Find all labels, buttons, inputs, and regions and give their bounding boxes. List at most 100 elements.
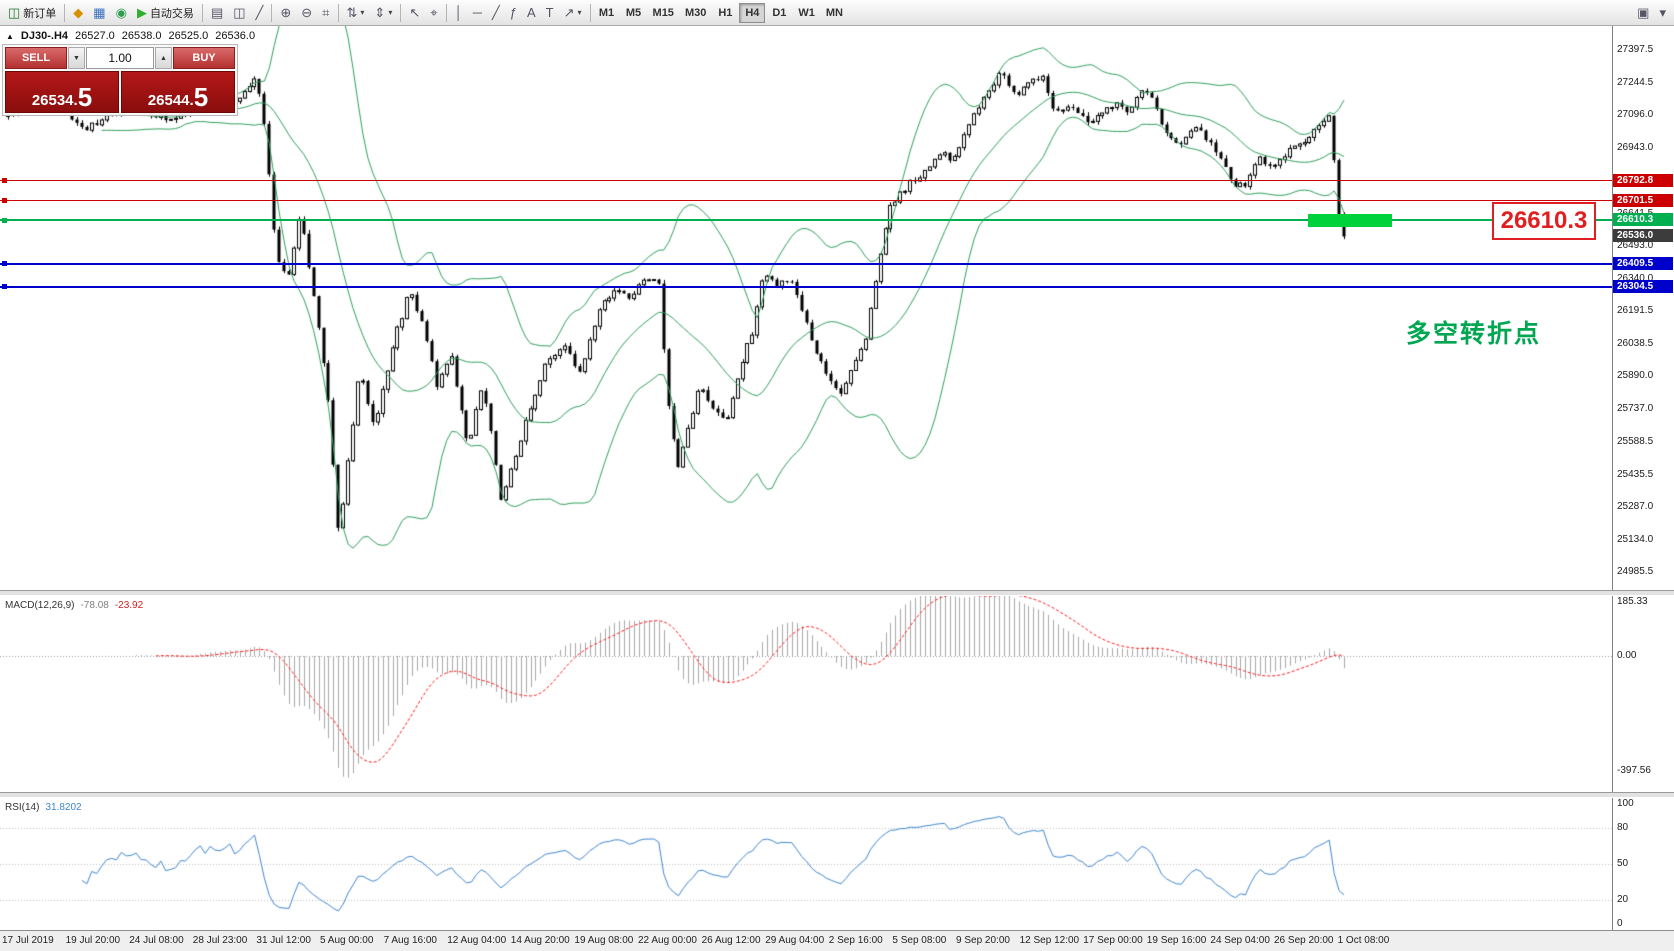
- breakout-highlight-bar[interactable]: [1308, 214, 1392, 227]
- horizontal-line-26304.5[interactable]: [0, 285, 1612, 288]
- horizontal-line-26701.5[interactable]: [0, 200, 1612, 202]
- horizontal-line-26409.5[interactable]: [0, 262, 1612, 265]
- timeframe-w1[interactable]: W1: [793, 3, 820, 23]
- timeframe-m15[interactable]: M15: [648, 3, 679, 23]
- price-axis-label: 27397.5: [1617, 44, 1654, 55]
- macd-title: MACD(12,26,9) -78.08 -23.92: [5, 600, 143, 611]
- crosshair-icon-glyph: ⌖: [430, 5, 438, 20]
- panel-separator[interactable]: [0, 792, 1674, 798]
- horizontal-line-26792.8[interactable]: [0, 180, 1612, 182]
- vertical-line-icon[interactable]: │: [450, 2, 468, 24]
- rsi-scale-label: 100: [1617, 798, 1634, 809]
- caret-down-icon: ▾: [577, 8, 582, 17]
- zoom-out-icon-glyph: ⊖: [301, 5, 313, 20]
- vertical-line-icon-glyph: │: [454, 5, 463, 20]
- sell-price-button[interactable]: 26534. 5: [5, 71, 119, 113]
- navigator-icon[interactable]: ◉: [111, 2, 132, 24]
- timeframe-h4[interactable]: H4: [739, 2, 766, 23]
- caret-down-icon: ▾: [388, 8, 393, 17]
- sell-price: 26534.: [31, 92, 78, 109]
- cursor-icon[interactable]: ↖: [404, 2, 425, 24]
- time-axis-label: 22 Aug 00:00: [638, 935, 697, 946]
- time-axis-label: 26 Sep 20:00: [1274, 935, 1334, 946]
- text-tool-icon[interactable]: A: [522, 2, 541, 24]
- auto-trading-button[interactable]: ▶ 自动交易: [132, 2, 199, 24]
- timeframe-m30[interactable]: M30: [680, 3, 711, 23]
- macd-indicator-canvas[interactable]: [0, 596, 1612, 792]
- timeframe-mn[interactable]: MN: [821, 3, 848, 23]
- line-anchor-marker[interactable]: [2, 198, 7, 204]
- toolbar-right-group: ▣ ▾: [1632, 2, 1671, 24]
- volume-increase-button[interactable]: ▲: [155, 47, 172, 69]
- price-tag-26409.5: 26409.5: [1613, 256, 1673, 270]
- market-watch-icon[interactable]: ▦: [88, 2, 110, 24]
- time-axis-label: 24 Sep 04:00: [1210, 935, 1270, 946]
- new-order-button-label: 新订单: [23, 7, 57, 20]
- collapse-triangle-icon[interactable]: ▲: [6, 31, 14, 41]
- line-anchor-marker[interactable]: [2, 284, 7, 290]
- line-chart-icon[interactable]: ╱: [251, 2, 269, 24]
- time-axis-label: 24 Jul 08:00: [129, 935, 184, 946]
- price-axis-label: 26493.0: [1617, 239, 1654, 251]
- fibonacci-icon-glyph: ƒ: [509, 5, 517, 20]
- toolbar-more-icon[interactable]: ▾: [1654, 2, 1671, 24]
- bar-chart-icon-glyph: ▤: [210, 5, 224, 20]
- zoom-out-icon[interactable]: ⊖: [296, 2, 317, 24]
- chart-annotation[interactable]: 多空转折点: [1406, 320, 1542, 348]
- buy-price-button[interactable]: 26544. 5: [121, 71, 235, 113]
- time-axis-label: 28 Jul 23:00: [192, 935, 248, 946]
- buy-price: 26544.: [147, 92, 194, 109]
- price-tag-26304.5: 26304.5: [1613, 279, 1673, 293]
- label-tool-icon[interactable]: T: [541, 2, 559, 24]
- price-axis[interactable]: 27397.527244.527096.026943.026790.026641…: [1612, 26, 1674, 930]
- bar-chart-icon[interactable]: ▤: [206, 2, 228, 24]
- time-axis-label: 26 Aug 12:00: [701, 935, 761, 946]
- price-callout[interactable]: 26610.3: [1492, 202, 1596, 240]
- time-axis-label: 19 Sep 16:00: [1146, 935, 1207, 946]
- line-anchor-marker[interactable]: [2, 217, 7, 223]
- timeframe-h1[interactable]: H1: [712, 3, 738, 23]
- horizontal-line-26610.3[interactable]: [0, 219, 1612, 222]
- arrows-tool-icon[interactable]: ↗ ▾: [559, 2, 587, 24]
- rsi-indicator-canvas[interactable]: [0, 798, 1612, 930]
- toolbar-more-icon: ▾: [1659, 5, 1666, 20]
- toolbar-separator: [445, 3, 447, 22]
- rsi-value: 31.8202: [45, 802, 82, 813]
- window-tile-icon[interactable]: ▣: [1632, 2, 1654, 24]
- price-axis-label: 25287.0: [1617, 500, 1654, 512]
- candlestick-chart-icon[interactable]: ◫: [228, 2, 250, 24]
- new-order-glyph: ◫: [8, 5, 21, 20]
- line-anchor-marker[interactable]: [2, 261, 7, 267]
- price-axis-label: 26191.5: [1617, 305, 1654, 316]
- arrows-tool-icon-glyph: ↗: [563, 5, 575, 20]
- price-tag-26536.0: 26536.0: [1613, 229, 1673, 243]
- timeframe-m5[interactable]: M5: [621, 3, 647, 23]
- timeframe-d1[interactable]: D1: [766, 3, 792, 23]
- time-axis[interactable]: 17 Jul 2019 19 Jul 20:00 24 Jul 08:00 28 Ju…: [0, 930, 1674, 951]
- timeframe-m1[interactable]: M1: [594, 3, 620, 23]
- price-tag-26701.5: 26701.5: [1613, 193, 1673, 207]
- time-axis-label: 5 Aug 00:00: [320, 935, 374, 946]
- new-order-button[interactable]: ◫ 新订单: [3, 2, 61, 24]
- objects-list-icon[interactable]: ⇕ ▾: [369, 2, 397, 24]
- cursor-icon-glyph: ↖: [409, 5, 421, 20]
- fibonacci-icon[interactable]: ƒ: [505, 2, 522, 24]
- price-axis-label: 25435.5: [1617, 468, 1654, 480]
- indicators-icon[interactable]: ⇅ ▾: [342, 2, 370, 24]
- horizontal-line-icon[interactable]: ─: [468, 2, 487, 24]
- crosshair-icon[interactable]: ⌖: [425, 2, 442, 24]
- volume-input[interactable]: [86, 47, 154, 69]
- line-anchor-marker[interactable]: [2, 178, 7, 184]
- sell-button[interactable]: SELL: [5, 47, 67, 69]
- trendline-icon[interactable]: ╱: [487, 2, 505, 24]
- macd-scale-label: 0.00: [1617, 650, 1637, 661]
- toolbar-separator: [201, 3, 203, 22]
- panel-separator[interactable]: [0, 590, 1674, 596]
- main-chart-canvas[interactable]: [0, 26, 1612, 590]
- volume-decrease-button[interactable]: ▼: [68, 47, 85, 69]
- price-axis-label: 26038.5: [1617, 338, 1654, 350]
- zoom-in-icon[interactable]: ⊕: [275, 2, 296, 24]
- grid-icon[interactable]: ⌗: [317, 2, 334, 24]
- profiles-icon[interactable]: ◆: [68, 2, 88, 24]
- buy-button[interactable]: BUY: [173, 47, 235, 69]
